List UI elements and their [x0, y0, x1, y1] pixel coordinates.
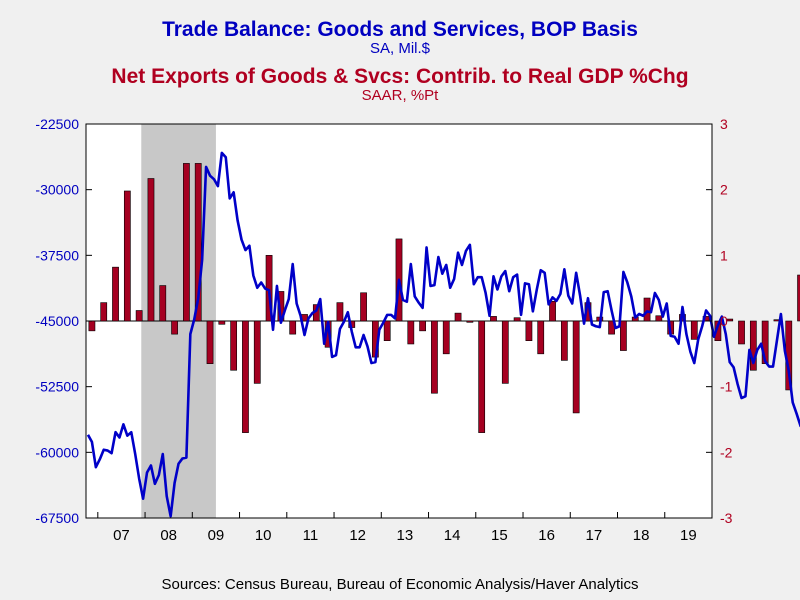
bar: [360, 292, 367, 322]
bar: [419, 320, 426, 332]
line-series-title: Trade Balance: Goods and Services, BOP B…: [162, 18, 638, 41]
bar: [123, 190, 131, 322]
bar: [549, 300, 556, 322]
x-axis-tick-label: 08: [160, 527, 177, 544]
bar: [112, 266, 119, 322]
left-axis-tick-label: -30000: [35, 182, 79, 198]
right-axis-tick-label: -1: [720, 379, 733, 395]
left-axis-tick-label: -22500: [35, 116, 79, 132]
right-axis-tick-label: -2: [720, 444, 733, 460]
bar: [513, 317, 521, 322]
bar: [336, 302, 344, 322]
x-axis-tick-label: 14: [444, 527, 461, 544]
right-axis-tick-label: 2: [720, 182, 728, 198]
x-axis-tick-label: 09: [208, 527, 225, 544]
x-axis-tick-label: 13: [397, 527, 414, 544]
bar: [749, 320, 757, 371]
x-axis-tick-label: 16: [538, 527, 555, 544]
bar: [501, 320, 509, 384]
bar: [560, 320, 568, 361]
bar: [454, 312, 462, 322]
x-axis-tick-label: 15: [491, 527, 508, 544]
bar: [159, 285, 167, 322]
bar: [135, 310, 143, 322]
bar: [643, 297, 651, 322]
left-axis-tick-label: -52500: [35, 379, 79, 395]
x-axis-tick-label: 07: [113, 527, 130, 544]
line-series-subtitle: SA, Mil.$: [369, 40, 430, 57]
bar-series-subtitle: SAAR, %Pt: [361, 87, 439, 104]
bar: [407, 320, 415, 345]
bar: [171, 320, 178, 335]
bar: [147, 178, 155, 322]
bar: [100, 302, 108, 322]
bar: [183, 163, 190, 322]
x-axis-tick-label: 19: [680, 527, 697, 544]
bar-series-title: Net Exports of Goods & Svcs: Contrib. to…: [111, 65, 689, 88]
bar: [572, 320, 580, 414]
bar: [525, 320, 533, 342]
right-axis-tick-label: -3: [720, 510, 733, 526]
bar: [230, 320, 238, 371]
left-axis-tick-label: -60000: [35, 444, 79, 460]
bar: [726, 318, 734, 322]
x-axis-tick-label: 11: [303, 527, 319, 544]
bar: [797, 274, 800, 322]
right-axis-tick-label: 3: [720, 116, 728, 132]
x-axis-tick-label: 12: [349, 527, 366, 544]
bar: [253, 320, 261, 384]
bar: [206, 320, 214, 364]
x-axis-tick-label: 10: [255, 527, 272, 544]
bar: [690, 320, 698, 340]
line-series: [86, 151, 800, 518]
right-axis-tick-label: 0: [720, 313, 728, 329]
bar: [194, 163, 202, 322]
bar: [537, 320, 545, 355]
right-axis-tick-label: 1: [720, 247, 728, 263]
bar: [490, 316, 497, 322]
bar: [466, 320, 474, 323]
bar: [478, 320, 486, 433]
bar: [761, 320, 769, 364]
bar: [738, 320, 745, 345]
bar: [242, 320, 249, 433]
bar: [289, 320, 297, 335]
x-axis-tick-label: 18: [633, 527, 650, 544]
bar: [442, 320, 450, 355]
left-axis-tick-label: -45000: [35, 313, 79, 329]
bar: [218, 320, 226, 325]
bar: [88, 320, 96, 332]
bar: [620, 320, 627, 351]
source-note: Sources: Census Bureau, Bureau of Econom…: [161, 576, 639, 593]
left-axis-tick-label: -37500: [35, 247, 79, 263]
x-axis-tick-label: 17: [586, 527, 603, 544]
bar: [383, 320, 391, 342]
bar: [655, 315, 663, 322]
bar: [431, 320, 438, 394]
left-axis-tick-label: -67500: [35, 510, 79, 526]
